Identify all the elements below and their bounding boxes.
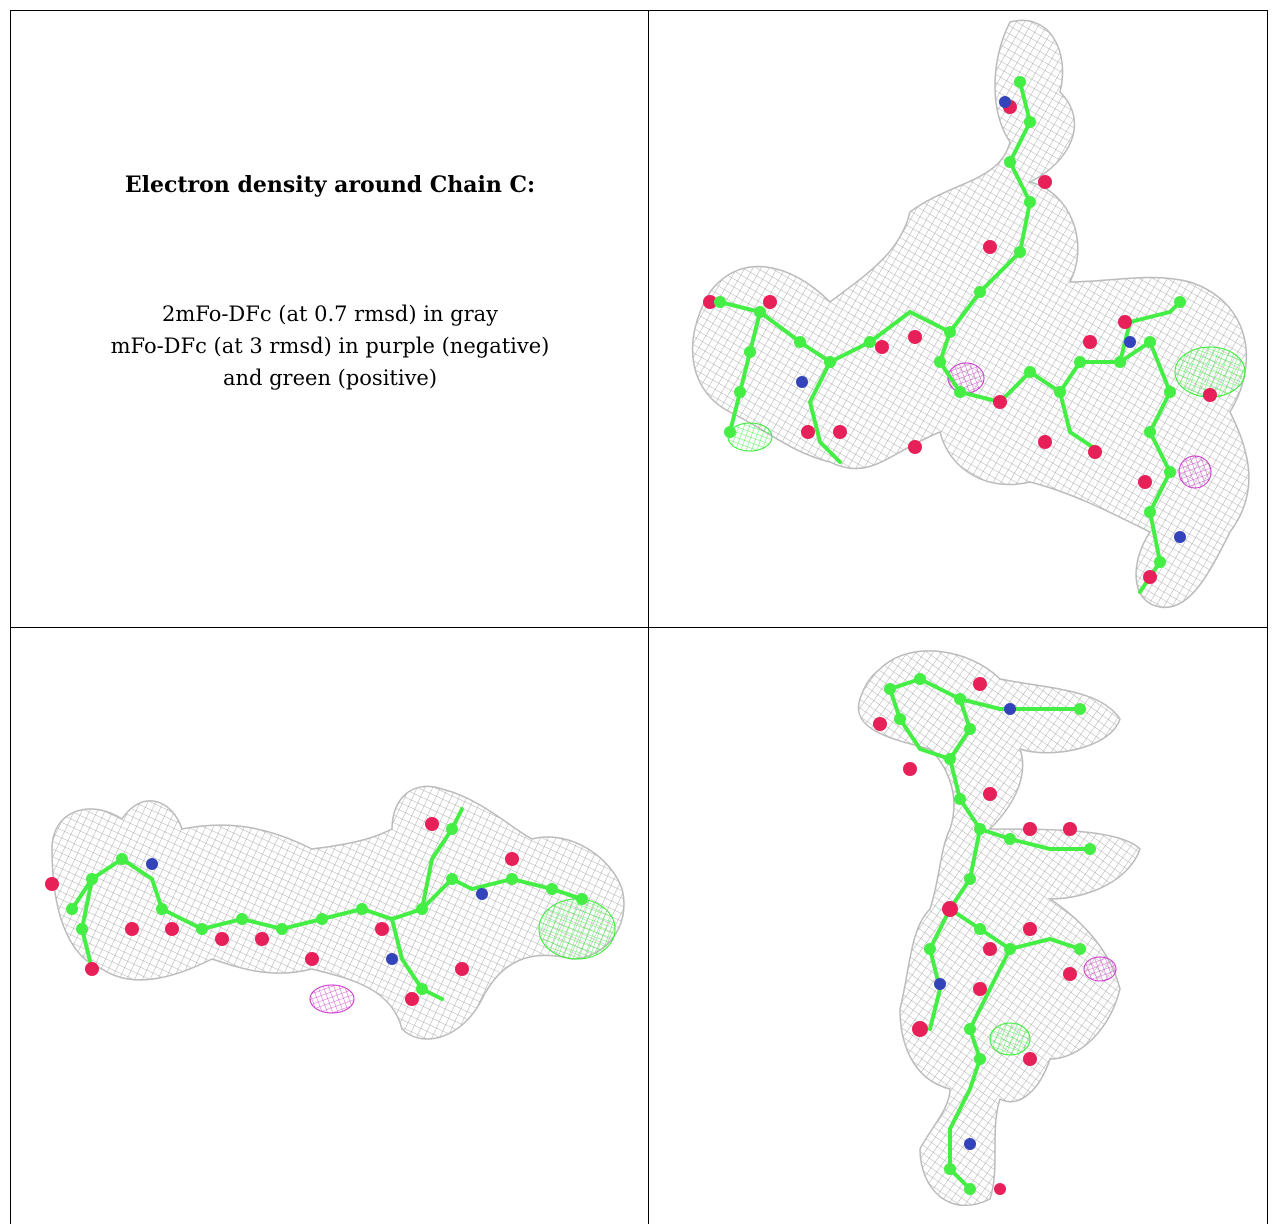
legend-line-fofc-negative: mFo-DFc (at 3 rmsd) in purple (negative) <box>110 334 550 358</box>
table-divider-vertical <box>648 10 649 1224</box>
oxygen-atoms <box>45 817 519 1006</box>
table-divider-horizontal <box>10 627 1268 628</box>
nitrogen-atoms <box>146 858 488 965</box>
legend-line-fofc-positive: and green (positive) <box>222 366 438 390</box>
density-view-bottom-left <box>12 629 646 1223</box>
legend-title: Electron density around Chain C: <box>124 172 536 198</box>
mesh-2fofc <box>691 19 1250 609</box>
mesh-negative <box>1178 455 1212 489</box>
mesh-positive <box>727 422 773 452</box>
mesh-2fofc <box>51 785 625 1040</box>
mesh-negative <box>1083 956 1117 982</box>
carbon-atoms <box>884 673 1096 1195</box>
legend-cell: Electron density around Chain C: 2mFo-DF… <box>14 14 646 626</box>
mesh-negative <box>309 984 355 1014</box>
nitrogen-atoms <box>934 703 1016 1150</box>
nitrogen-atoms <box>796 96 1186 543</box>
mesh-2fofc <box>857 650 1141 1206</box>
mesh-positive <box>538 898 616 960</box>
density-view-bottom-right <box>650 629 1266 1223</box>
density-view-top-right <box>650 12 1266 624</box>
legend-line-2fofc: 2mFo-DFc (at 0.7 rmsd) in gray <box>162 302 498 326</box>
carbon-atoms <box>714 76 1186 568</box>
mesh-negative <box>947 362 985 394</box>
carbon-atoms <box>66 823 588 995</box>
figure-table <box>10 10 1268 1224</box>
mesh-positive <box>989 1022 1031 1056</box>
oxygen-atoms <box>873 677 1077 1195</box>
